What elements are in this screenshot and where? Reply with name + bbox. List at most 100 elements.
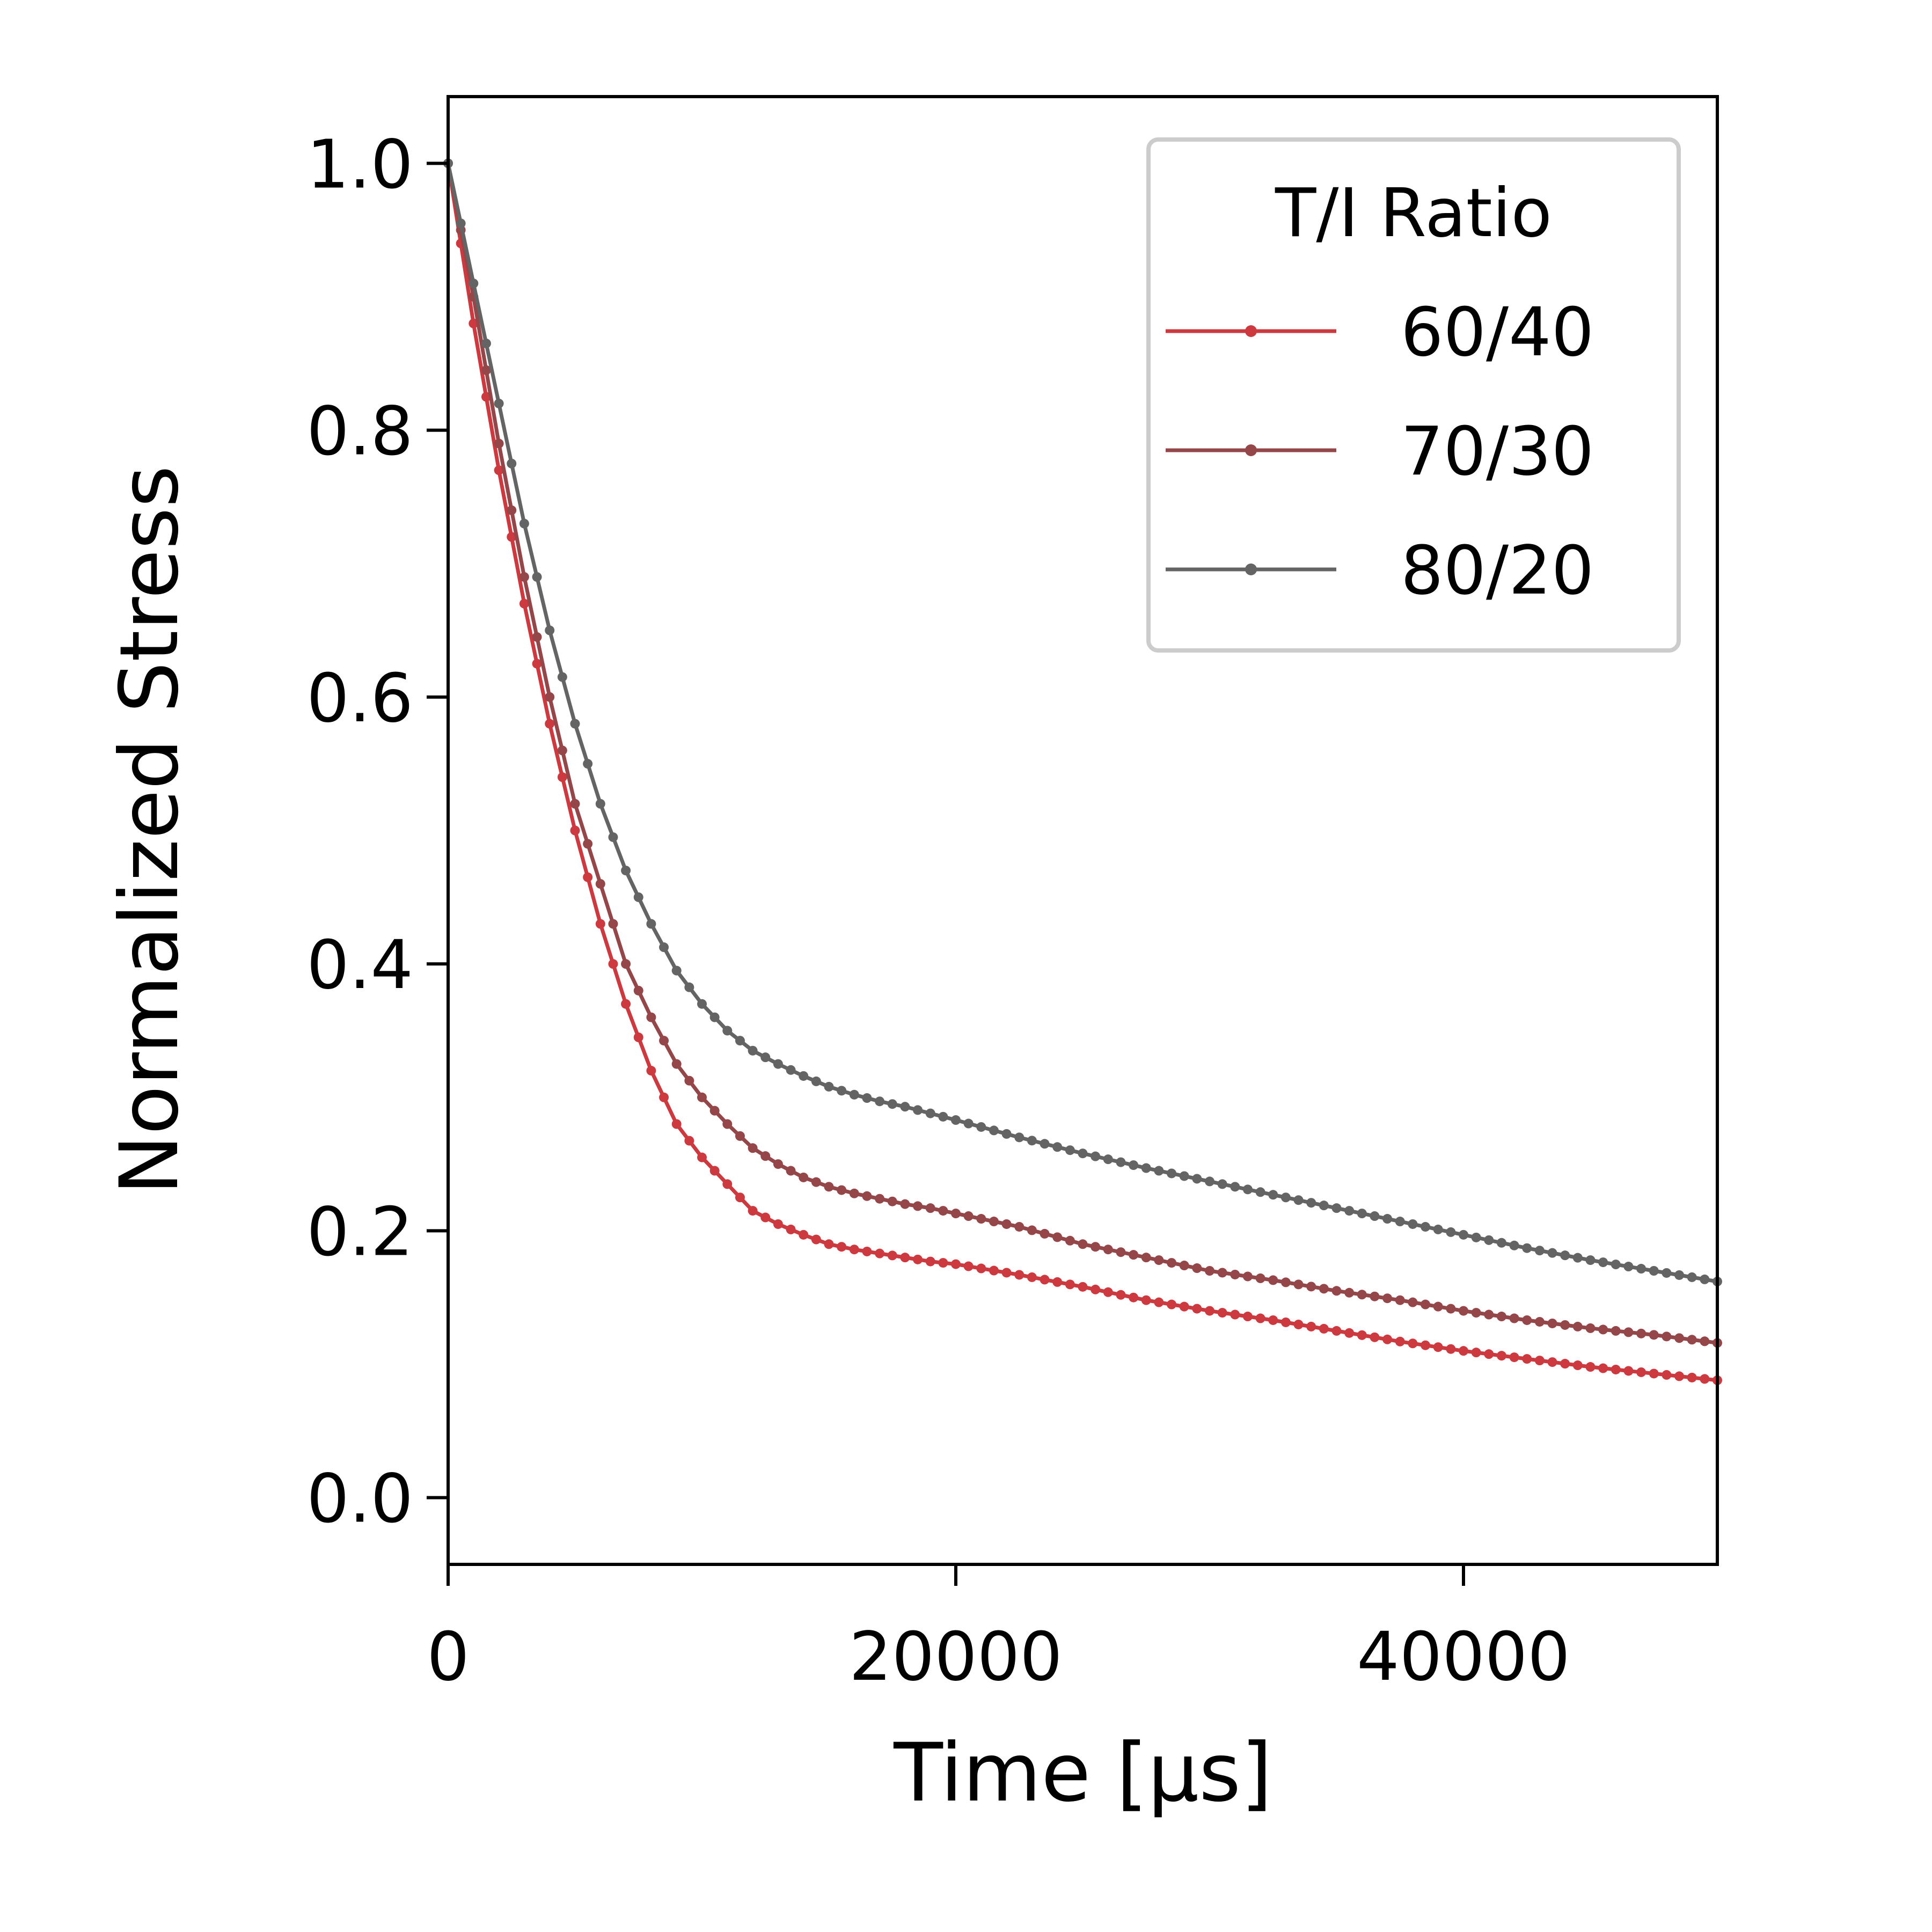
data-point [1534, 1356, 1545, 1366]
data-point [1001, 1219, 1012, 1229]
data-point [469, 279, 479, 289]
data-point [1700, 1374, 1710, 1384]
data-point [1192, 1304, 1202, 1314]
data-point [595, 919, 605, 929]
data-point [1509, 1352, 1519, 1363]
data-point [1167, 1258, 1177, 1268]
data-point [1408, 1297, 1418, 1307]
data-point [1242, 1312, 1253, 1322]
data-point [1129, 1250, 1139, 1260]
data-point [1052, 1142, 1063, 1152]
data-point [1344, 1287, 1355, 1298]
data-point [837, 1086, 847, 1096]
data-point [621, 999, 631, 1009]
data-point [1471, 1348, 1481, 1358]
data-point [1091, 1151, 1101, 1161]
data-point [773, 1219, 783, 1229]
data-point [976, 1263, 986, 1274]
data-point [1154, 1297, 1164, 1307]
data-point [659, 942, 669, 953]
data-point [1078, 1148, 1088, 1159]
data-point [494, 465, 504, 475]
data-point [748, 1143, 758, 1153]
data-point [773, 1159, 783, 1169]
data-point [659, 1036, 669, 1046]
data-point [837, 1185, 847, 1195]
y-tick-label: 0.2 [306, 1193, 413, 1271]
data-point [1357, 1290, 1367, 1300]
data-point [989, 1125, 999, 1136]
data-point [1141, 1253, 1151, 1263]
data-point [1382, 1214, 1393, 1224]
data-point [760, 1151, 771, 1161]
data-point [1205, 1266, 1214, 1276]
data-point [1623, 1366, 1634, 1376]
data-point [722, 1179, 733, 1189]
data-point [1560, 1320, 1570, 1330]
legend-label: 80/20 [1401, 532, 1594, 610]
legend-label: 70/30 [1401, 413, 1594, 491]
data-point [862, 1246, 872, 1256]
data-point [1293, 1195, 1304, 1205]
data-point [976, 1214, 986, 1224]
data-point [646, 1066, 656, 1076]
data-point [1167, 1299, 1177, 1309]
data-point [1534, 1246, 1545, 1256]
data-point [684, 1136, 694, 1146]
data-point [1395, 1217, 1405, 1227]
data-point [1649, 1330, 1659, 1340]
y-axis-title: Normalized Stress [103, 465, 196, 1195]
data-point [1268, 1275, 1278, 1285]
data-point [1522, 1243, 1532, 1253]
data-point [545, 692, 555, 702]
data-point [1344, 1328, 1355, 1338]
data-point [1268, 1315, 1278, 1325]
data-point [1052, 1277, 1063, 1287]
data-point [799, 1230, 809, 1240]
data-point [1052, 1232, 1063, 1242]
data-point [1179, 1171, 1189, 1181]
data-point [1572, 1253, 1583, 1263]
data-point [1306, 1282, 1316, 1292]
data-point [697, 1152, 707, 1162]
data-point [1255, 1313, 1265, 1323]
data-point [1598, 1324, 1608, 1335]
data-point [621, 866, 631, 876]
data-point [963, 1261, 974, 1271]
data-point [824, 1081, 834, 1092]
data-point [824, 1182, 834, 1192]
data-point [1623, 1327, 1634, 1337]
data-point [557, 672, 567, 682]
data-point [786, 1224, 796, 1234]
data-point [1192, 1174, 1202, 1184]
data-point [1509, 1313, 1519, 1323]
data-point [671, 965, 682, 976]
data-point [1179, 1261, 1189, 1271]
data-point [1293, 1279, 1304, 1290]
data-point [1091, 1242, 1101, 1252]
data-point [1331, 1203, 1342, 1213]
legend-marker-swatch [1245, 564, 1257, 575]
data-point [862, 1191, 872, 1201]
data-point [1078, 1239, 1088, 1249]
data-point [1167, 1168, 1177, 1179]
data-point [1636, 1328, 1646, 1338]
data-point [786, 1166, 796, 1176]
data-point [507, 505, 517, 515]
data-point [1331, 1286, 1342, 1296]
data-point [583, 872, 593, 882]
data-point [824, 1239, 834, 1249]
data-point [875, 1194, 885, 1204]
data-point [1572, 1360, 1583, 1371]
data-point [1687, 1272, 1697, 1282]
data-point [1560, 1359, 1570, 1369]
data-point [1598, 1257, 1608, 1268]
data-point [849, 1245, 859, 1255]
data-point [1230, 1182, 1240, 1192]
data-point [1509, 1240, 1519, 1250]
series-60-40 [443, 158, 1722, 1385]
data-point [545, 625, 555, 635]
data-point [925, 1203, 935, 1213]
data-point [1103, 1154, 1113, 1165]
data-point [608, 832, 618, 842]
